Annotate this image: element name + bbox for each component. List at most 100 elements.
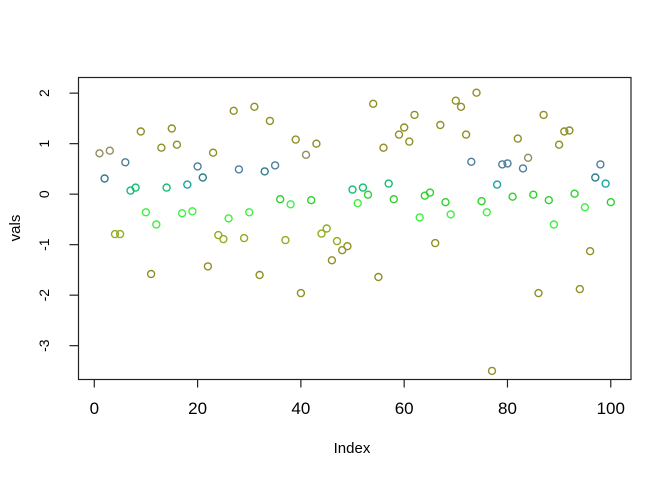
data-point — [389, 194, 398, 204]
data-point — [384, 179, 393, 188]
data-point — [508, 192, 517, 201]
data-point — [585, 246, 595, 256]
data-point — [338, 245, 347, 255]
data-point — [136, 127, 146, 136]
data-point — [477, 196, 486, 206]
data-point — [177, 209, 187, 218]
data-point — [482, 208, 491, 217]
data-point — [146, 269, 156, 279]
data-point — [431, 238, 440, 248]
data-point — [322, 224, 331, 233]
data-point — [286, 200, 295, 209]
data-point — [239, 233, 249, 243]
y-tick-label: -1 — [36, 238, 52, 251]
data-point — [513, 134, 522, 143]
data-point — [369, 99, 378, 109]
data-point — [353, 198, 362, 208]
data-point — [260, 167, 269, 176]
data-point — [400, 123, 409, 132]
data-point — [503, 159, 512, 168]
data-point — [570, 189, 579, 198]
data-point — [498, 160, 507, 169]
x-axis: 0 20 40 60 80 100 — [90, 379, 625, 418]
data-point — [348, 185, 357, 194]
data-point — [141, 208, 151, 217]
data-point — [492, 180, 502, 189]
data-point — [183, 180, 192, 189]
data-point — [518, 164, 528, 173]
data-point — [467, 157, 476, 167]
data-point — [281, 235, 290, 245]
data-point — [410, 110, 419, 120]
data-point — [487, 366, 497, 376]
data-point — [105, 146, 115, 155]
data-point — [208, 148, 218, 157]
data-point — [358, 183, 368, 192]
y-axis-title: vals — [7, 215, 24, 242]
data-point — [601, 179, 610, 188]
data-point — [549, 220, 559, 229]
data-point — [446, 210, 455, 219]
data-point — [596, 160, 605, 169]
data-point — [312, 139, 321, 148]
data-point — [157, 143, 166, 152]
data-point — [379, 143, 388, 152]
data-point — [374, 272, 383, 282]
data-point — [100, 174, 109, 183]
data-point — [250, 102, 259, 112]
x-tick-label: 60 — [395, 399, 414, 418]
data-point — [219, 234, 228, 244]
data-point — [363, 190, 373, 199]
data-point — [529, 190, 538, 199]
data-point — [575, 284, 584, 294]
data-point — [296, 288, 306, 298]
data-point — [214, 230, 223, 240]
x-axis-title: Index — [334, 440, 371, 457]
data-point — [167, 124, 177, 133]
data-point — [425, 188, 435, 197]
data-point — [307, 195, 316, 205]
y-tick-label: 2 — [36, 89, 52, 97]
x-tick-label: 80 — [498, 399, 517, 418]
data-point — [229, 106, 238, 116]
data-point — [332, 236, 342, 246]
data-point — [461, 130, 471, 139]
points-layer — [95, 88, 615, 376]
data-point — [255, 270, 264, 280]
data-point — [188, 207, 197, 216]
x-tick-label: 0 — [90, 399, 99, 418]
data-point — [591, 173, 600, 182]
data-point — [343, 241, 352, 251]
data-point — [534, 288, 543, 298]
data-point — [565, 126, 574, 135]
data-point — [554, 140, 564, 149]
data-point — [606, 197, 615, 207]
data-point — [193, 162, 202, 171]
y-axis: 2 1 0 -1 -2 -3 — [36, 89, 79, 352]
data-point — [203, 262, 213, 271]
data-point — [539, 110, 548, 120]
x-tick-label: 20 — [188, 399, 207, 418]
data-point — [110, 229, 120, 239]
data-point — [121, 158, 130, 167]
x-tick-label: 100 — [597, 399, 625, 418]
data-point — [415, 213, 424, 222]
data-point — [301, 150, 311, 160]
data-point — [152, 220, 161, 229]
data-point — [451, 96, 460, 105]
data-point — [291, 135, 300, 144]
data-point — [234, 165, 244, 174]
data-point — [265, 116, 275, 126]
data-point — [276, 194, 285, 204]
data-point — [456, 102, 466, 112]
data-point — [115, 229, 125, 239]
x-tick-label: 40 — [291, 399, 310, 418]
data-point — [317, 229, 326, 238]
data-point — [244, 208, 254, 217]
data-point — [270, 161, 280, 170]
data-point — [95, 149, 104, 158]
y-tick-label: -2 — [36, 289, 52, 302]
data-point — [172, 140, 182, 149]
data-point — [198, 173, 208, 182]
